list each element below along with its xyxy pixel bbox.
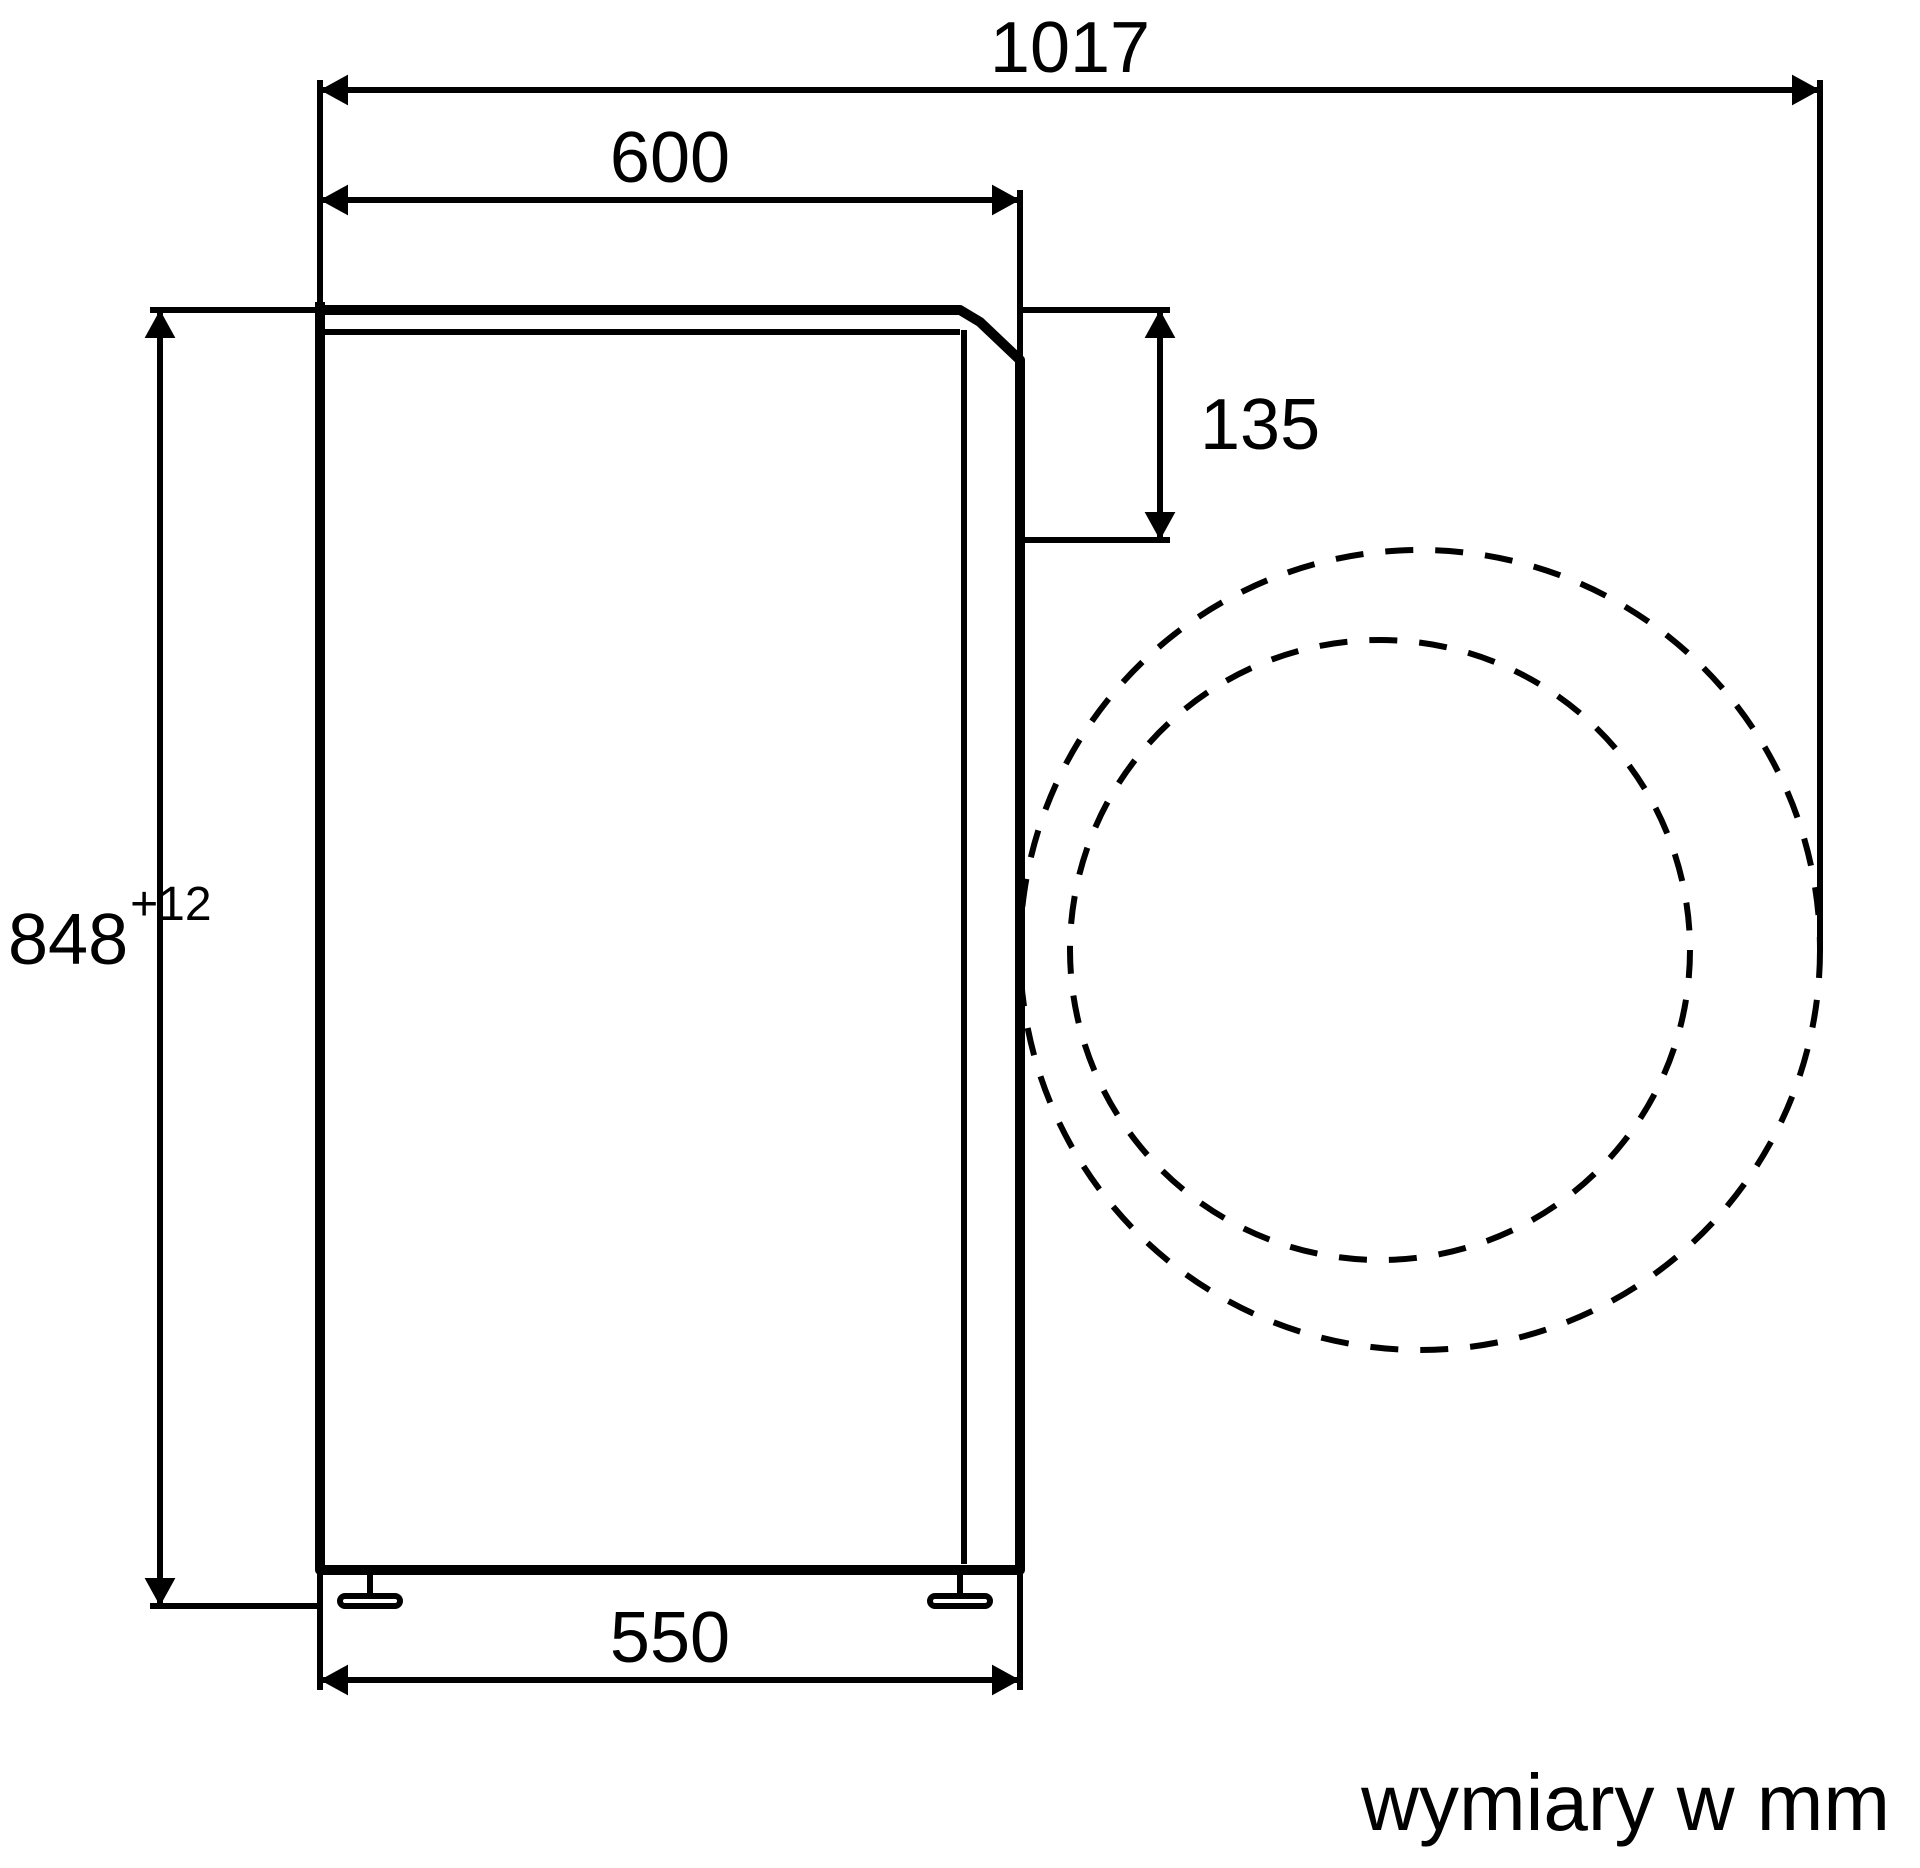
technical-drawing: 1017 600 135 848 +12 550 wymiary w mm: [0, 0, 1920, 1868]
dim-height-tolerance-label: +12: [130, 878, 211, 931]
dim-total-width-label: 1017: [990, 8, 1150, 88]
dim-depth-label: 550: [610, 1598, 730, 1678]
dim-door-offset-label: 135: [1200, 385, 1320, 465]
dim-height-label: 848: [8, 900, 128, 980]
door-swing: [1020, 550, 1820, 1350]
dim-body-width-label: 600: [610, 118, 730, 198]
caption-label: wymiary w mm: [1360, 1758, 1890, 1847]
appliance-body: [320, 302, 1020, 1606]
